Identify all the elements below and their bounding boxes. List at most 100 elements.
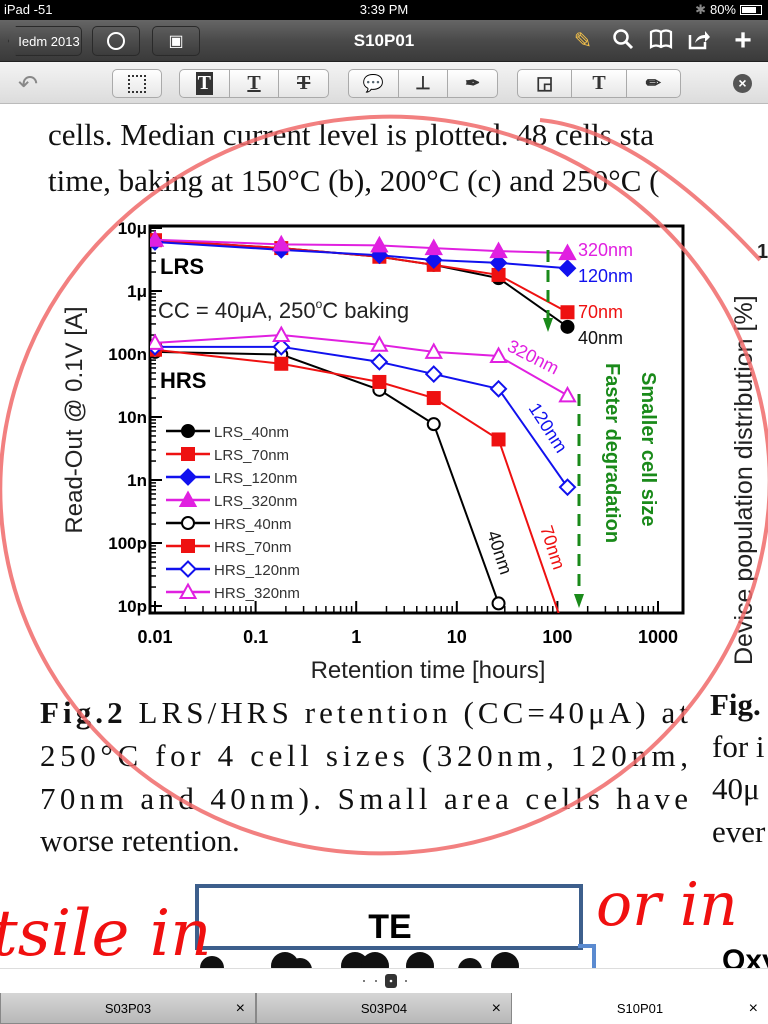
legend-label: LRS_320nm xyxy=(214,493,297,510)
data-point xyxy=(424,365,443,383)
document-tabs: S03P03 × S03P04 × S10P01 × xyxy=(0,993,768,1024)
t-glyph: T xyxy=(297,72,311,94)
legend-item: LRS_320nm xyxy=(166,490,297,510)
plus-icon[interactable]: + xyxy=(734,24,752,57)
data-point xyxy=(370,335,389,352)
data-point xyxy=(370,235,389,253)
battery-percent: 80% xyxy=(709,2,736,17)
y-tick-label: 1μ xyxy=(127,282,147,301)
faster-degradation-label: Faster degradation xyxy=(601,363,623,543)
y-tick-label: 10n xyxy=(118,408,147,427)
text-markup-group: T T T xyxy=(179,69,329,98)
text-highlight-icon[interactable]: T xyxy=(180,70,229,97)
data-point xyxy=(372,374,387,389)
close-tab-icon[interactable]: × xyxy=(748,1000,758,1017)
data-point xyxy=(272,325,291,343)
stamp-icon[interactable]: ⊥ xyxy=(397,70,448,97)
recent-button[interactable] xyxy=(92,26,140,56)
grid-icon: ▣ xyxy=(168,33,184,50)
close-tab-icon[interactable]: × xyxy=(491,1000,501,1017)
pdf-page[interactable]: cells. Median current level is plotted. … xyxy=(0,104,768,968)
data-point xyxy=(181,447,195,461)
data-point xyxy=(491,596,506,611)
book-icon[interactable] xyxy=(648,28,674,54)
note-group: 💬 ⊥ ✒ xyxy=(348,69,498,98)
series-line xyxy=(154,240,568,270)
data-point xyxy=(272,234,291,252)
legend-label: LRS_40nm xyxy=(214,424,289,441)
plot-frame xyxy=(148,224,685,615)
shape-icon[interactable]: ◲ xyxy=(536,73,554,93)
x-tick-label: 100 xyxy=(542,627,572,647)
highlighter-icon[interactable]: ✎ xyxy=(573,28,593,53)
text-icon[interactable]: T xyxy=(571,70,625,97)
te-box xyxy=(195,884,583,950)
tab-s03p03[interactable]: S03P03 × xyxy=(0,993,256,1024)
thumbnails-button[interactable]: ▣ xyxy=(152,26,200,56)
pen-icon[interactable]: ✒ xyxy=(447,70,497,97)
handwriting-left[interactable]: tsile in xyxy=(0,897,211,968)
right-axis-label: Device population distribution [%] xyxy=(730,295,758,665)
x-axis-label: Retention time [hours] xyxy=(311,657,546,684)
tab-s03p04[interactable]: S03P04 × xyxy=(256,993,512,1024)
share-icon[interactable] xyxy=(686,28,712,54)
nav-bar: Iedm 2013 ▣ S10P01 ✎ + xyxy=(0,20,768,62)
pencil-icon[interactable]: ✏ xyxy=(625,70,680,97)
search-icon[interactable] xyxy=(610,28,636,54)
legend-item: LRS_70nm xyxy=(166,447,289,464)
x-tick-label: 0.01 xyxy=(137,627,172,647)
text-underline-icon[interactable]: T xyxy=(228,70,279,97)
y-tick-label: 10p xyxy=(118,597,147,616)
t-glyph: T xyxy=(195,72,213,95)
atom-row xyxy=(200,952,519,968)
data-point xyxy=(178,490,198,507)
close-icon[interactable]: × xyxy=(733,74,752,93)
smaller-cell-label: Smaller cell size xyxy=(637,372,659,527)
data-point xyxy=(150,333,165,350)
undo-icon[interactable]: ↶ xyxy=(18,71,39,98)
page-indicator[interactable] xyxy=(0,968,768,993)
clock: 3:39 PM xyxy=(359,2,409,17)
tab-s10p01[interactable]: S10P01 × xyxy=(512,993,768,1024)
data-point xyxy=(179,560,197,578)
legend-item: LRS_40nm xyxy=(166,424,289,441)
data-point xyxy=(370,352,389,371)
note-icon[interactable]: 💬 xyxy=(362,73,384,93)
y-axis-label: Read-Out @ 0.1V [A] xyxy=(61,306,88,533)
close-tab-icon[interactable]: × xyxy=(235,1000,245,1017)
cc-text: CC = 40μA, 250 xyxy=(158,298,316,323)
series-line xyxy=(154,334,568,397)
right-text: ever xyxy=(712,814,766,849)
text-strikethrough-icon[interactable]: T xyxy=(278,70,328,97)
t-glyph: T xyxy=(247,72,261,94)
caption-line: Fig.2 LRS/HRS retention (CC=40μA) at xyxy=(40,695,688,730)
x-tick-label: 1000 xyxy=(638,627,678,647)
lrs-40-label: 40nm xyxy=(578,328,623,348)
series-line xyxy=(154,238,568,255)
select-group xyxy=(112,69,162,98)
device-name: iPad -51 xyxy=(4,2,53,17)
draw-group: ◲ T ✏ xyxy=(517,69,681,98)
oxygen-label: Oxyg xyxy=(722,944,768,968)
data-point xyxy=(181,424,195,438)
handwriting-right[interactable]: or in xyxy=(596,870,738,940)
caption-text: LRS/HRS retention (CC=40μA) at xyxy=(127,695,689,730)
ink-ellipse-annotation[interactable] xyxy=(0,104,768,903)
data-point xyxy=(424,342,443,359)
series-line xyxy=(154,348,560,613)
data-point xyxy=(560,319,575,334)
data-point xyxy=(491,432,506,447)
back-button[interactable]: Iedm 2013 xyxy=(8,26,82,56)
ink-stroke[interactable] xyxy=(539,118,762,262)
y-tick-label: 100p xyxy=(108,534,147,553)
hrs-label: HRS xyxy=(160,368,206,393)
annotation-toolbar: ↶ T T T 💬 ⊥ ✒ ◲ T ✏ × xyxy=(0,62,768,104)
degree-sup: o xyxy=(316,297,323,311)
right-text: for i xyxy=(712,729,765,764)
series-line xyxy=(155,345,569,488)
legend-item: HRS_320nm xyxy=(166,582,300,602)
data-point xyxy=(181,516,195,530)
legend-label: HRS_40nm xyxy=(214,516,292,533)
x-tick-label: 1 xyxy=(351,627,361,647)
select-rect-icon[interactable] xyxy=(113,70,161,97)
